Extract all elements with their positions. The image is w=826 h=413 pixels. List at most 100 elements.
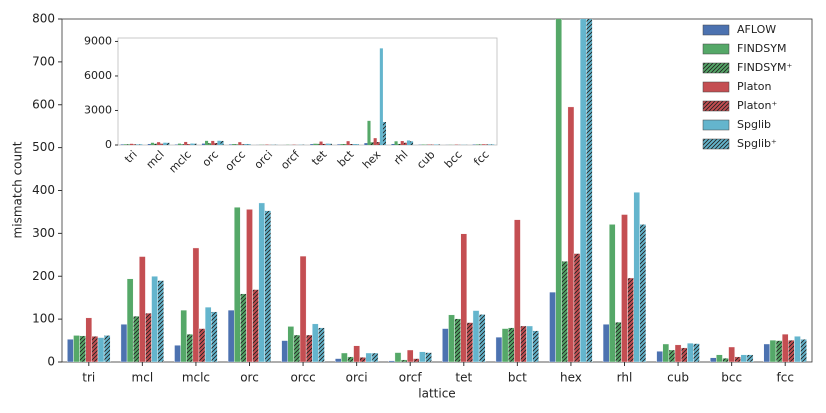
legend-swatch [702, 62, 730, 74]
inset-bar [346, 141, 350, 145]
bar [79, 335, 86, 362]
inset-bar [190, 143, 194, 145]
inset-bar [184, 141, 188, 145]
bar [639, 224, 647, 362]
y-tick-label: 0 [47, 355, 55, 369]
inset-bar [310, 144, 314, 145]
bar [335, 358, 342, 362]
y-tick-label: 300 [32, 226, 55, 240]
legend-label: FINDSYM⁺ [737, 61, 792, 74]
bar [139, 256, 146, 362]
bar [710, 357, 717, 362]
y-tick-label: 700 [32, 54, 55, 68]
inset-y-tick-label: 0 [105, 138, 112, 151]
inset-x-tick-label: orc [200, 148, 221, 169]
inset-bar [235, 144, 239, 145]
bar [227, 309, 235, 362]
bar [693, 343, 700, 362]
inset-y-tick-label: 9000 [84, 34, 112, 47]
inset-bar [481, 144, 486, 145]
bar [293, 334, 301, 362]
bar [615, 321, 622, 362]
inset-bar [193, 143, 197, 145]
x-tick-label: cub [667, 371, 689, 385]
inset-bar [394, 141, 398, 145]
inset-bar [373, 138, 377, 145]
legend-label: Spglib [737, 118, 771, 131]
bar [621, 214, 628, 362]
bar [602, 324, 610, 362]
inset-bar [376, 142, 380, 145]
bar [85, 317, 93, 362]
inset-x-tick-label: tri [122, 148, 140, 166]
inset-bar [211, 140, 215, 145]
bar [573, 253, 581, 362]
inset-bar [352, 144, 356, 145]
bar [520, 325, 527, 362]
x-tick-label: bct [508, 371, 527, 385]
inset-bar [328, 143, 332, 145]
inset-bar [241, 144, 245, 145]
x-tick-label: fcc [777, 371, 794, 385]
x-tick-label: orc [240, 371, 259, 385]
inset-bar [491, 144, 495, 145]
inset-bar [391, 143, 395, 145]
inset-bar [150, 142, 154, 145]
bar [287, 326, 295, 362]
bar [466, 322, 474, 362]
legend-swatch [702, 100, 730, 112]
inset-x-tick-label: tet [309, 148, 330, 169]
bar [305, 334, 313, 362]
inset-bar [163, 142, 167, 145]
bar [608, 224, 616, 362]
inset-x-tick-label: bct [335, 148, 357, 170]
inset-bar [157, 142, 161, 145]
x-tick-label: rhl [617, 371, 633, 385]
inset-bar [319, 141, 323, 145]
bar [211, 311, 218, 362]
bar [233, 207, 241, 362]
bar [264, 210, 272, 362]
inset-x-tick-label: orci [252, 148, 275, 171]
bar [507, 327, 515, 362]
bar [662, 343, 670, 362]
bar [561, 261, 569, 362]
inset-bar [370, 142, 374, 145]
inset-x-tick-label: hex [360, 148, 384, 172]
bar [359, 357, 367, 362]
inset-bar [355, 144, 359, 145]
bar [674, 344, 682, 362]
inset-bar [340, 144, 344, 145]
bar [526, 325, 533, 362]
inset-bar [400, 141, 404, 145]
x-tick-label: tet [455, 371, 472, 385]
bar [192, 247, 200, 362]
bar [763, 343, 771, 362]
bar [514, 219, 521, 362]
bar [728, 346, 735, 362]
inset-bar [136, 144, 140, 145]
bar [240, 293, 247, 362]
inset-bar [488, 144, 492, 145]
inset-x-tick-label: cub [414, 148, 437, 171]
legend-label: Platon [737, 80, 771, 93]
inset-bar [475, 144, 479, 145]
inset-bar [379, 48, 383, 145]
bar [120, 324, 128, 362]
inset-bar [208, 143, 212, 145]
bar [800, 339, 807, 362]
x-tick-label: hex [560, 371, 582, 385]
bar [425, 352, 432, 362]
bar [365, 352, 373, 362]
bar [472, 310, 480, 362]
legend-swatch [702, 24, 730, 36]
inset-bar [382, 121, 387, 145]
inset-bar [201, 143, 206, 145]
bar [132, 315, 140, 362]
bar [656, 351, 663, 362]
bar [794, 336, 801, 362]
legend-swatch [702, 43, 730, 55]
bar [299, 255, 307, 362]
inset-x-tick-label: mclc [166, 148, 193, 175]
